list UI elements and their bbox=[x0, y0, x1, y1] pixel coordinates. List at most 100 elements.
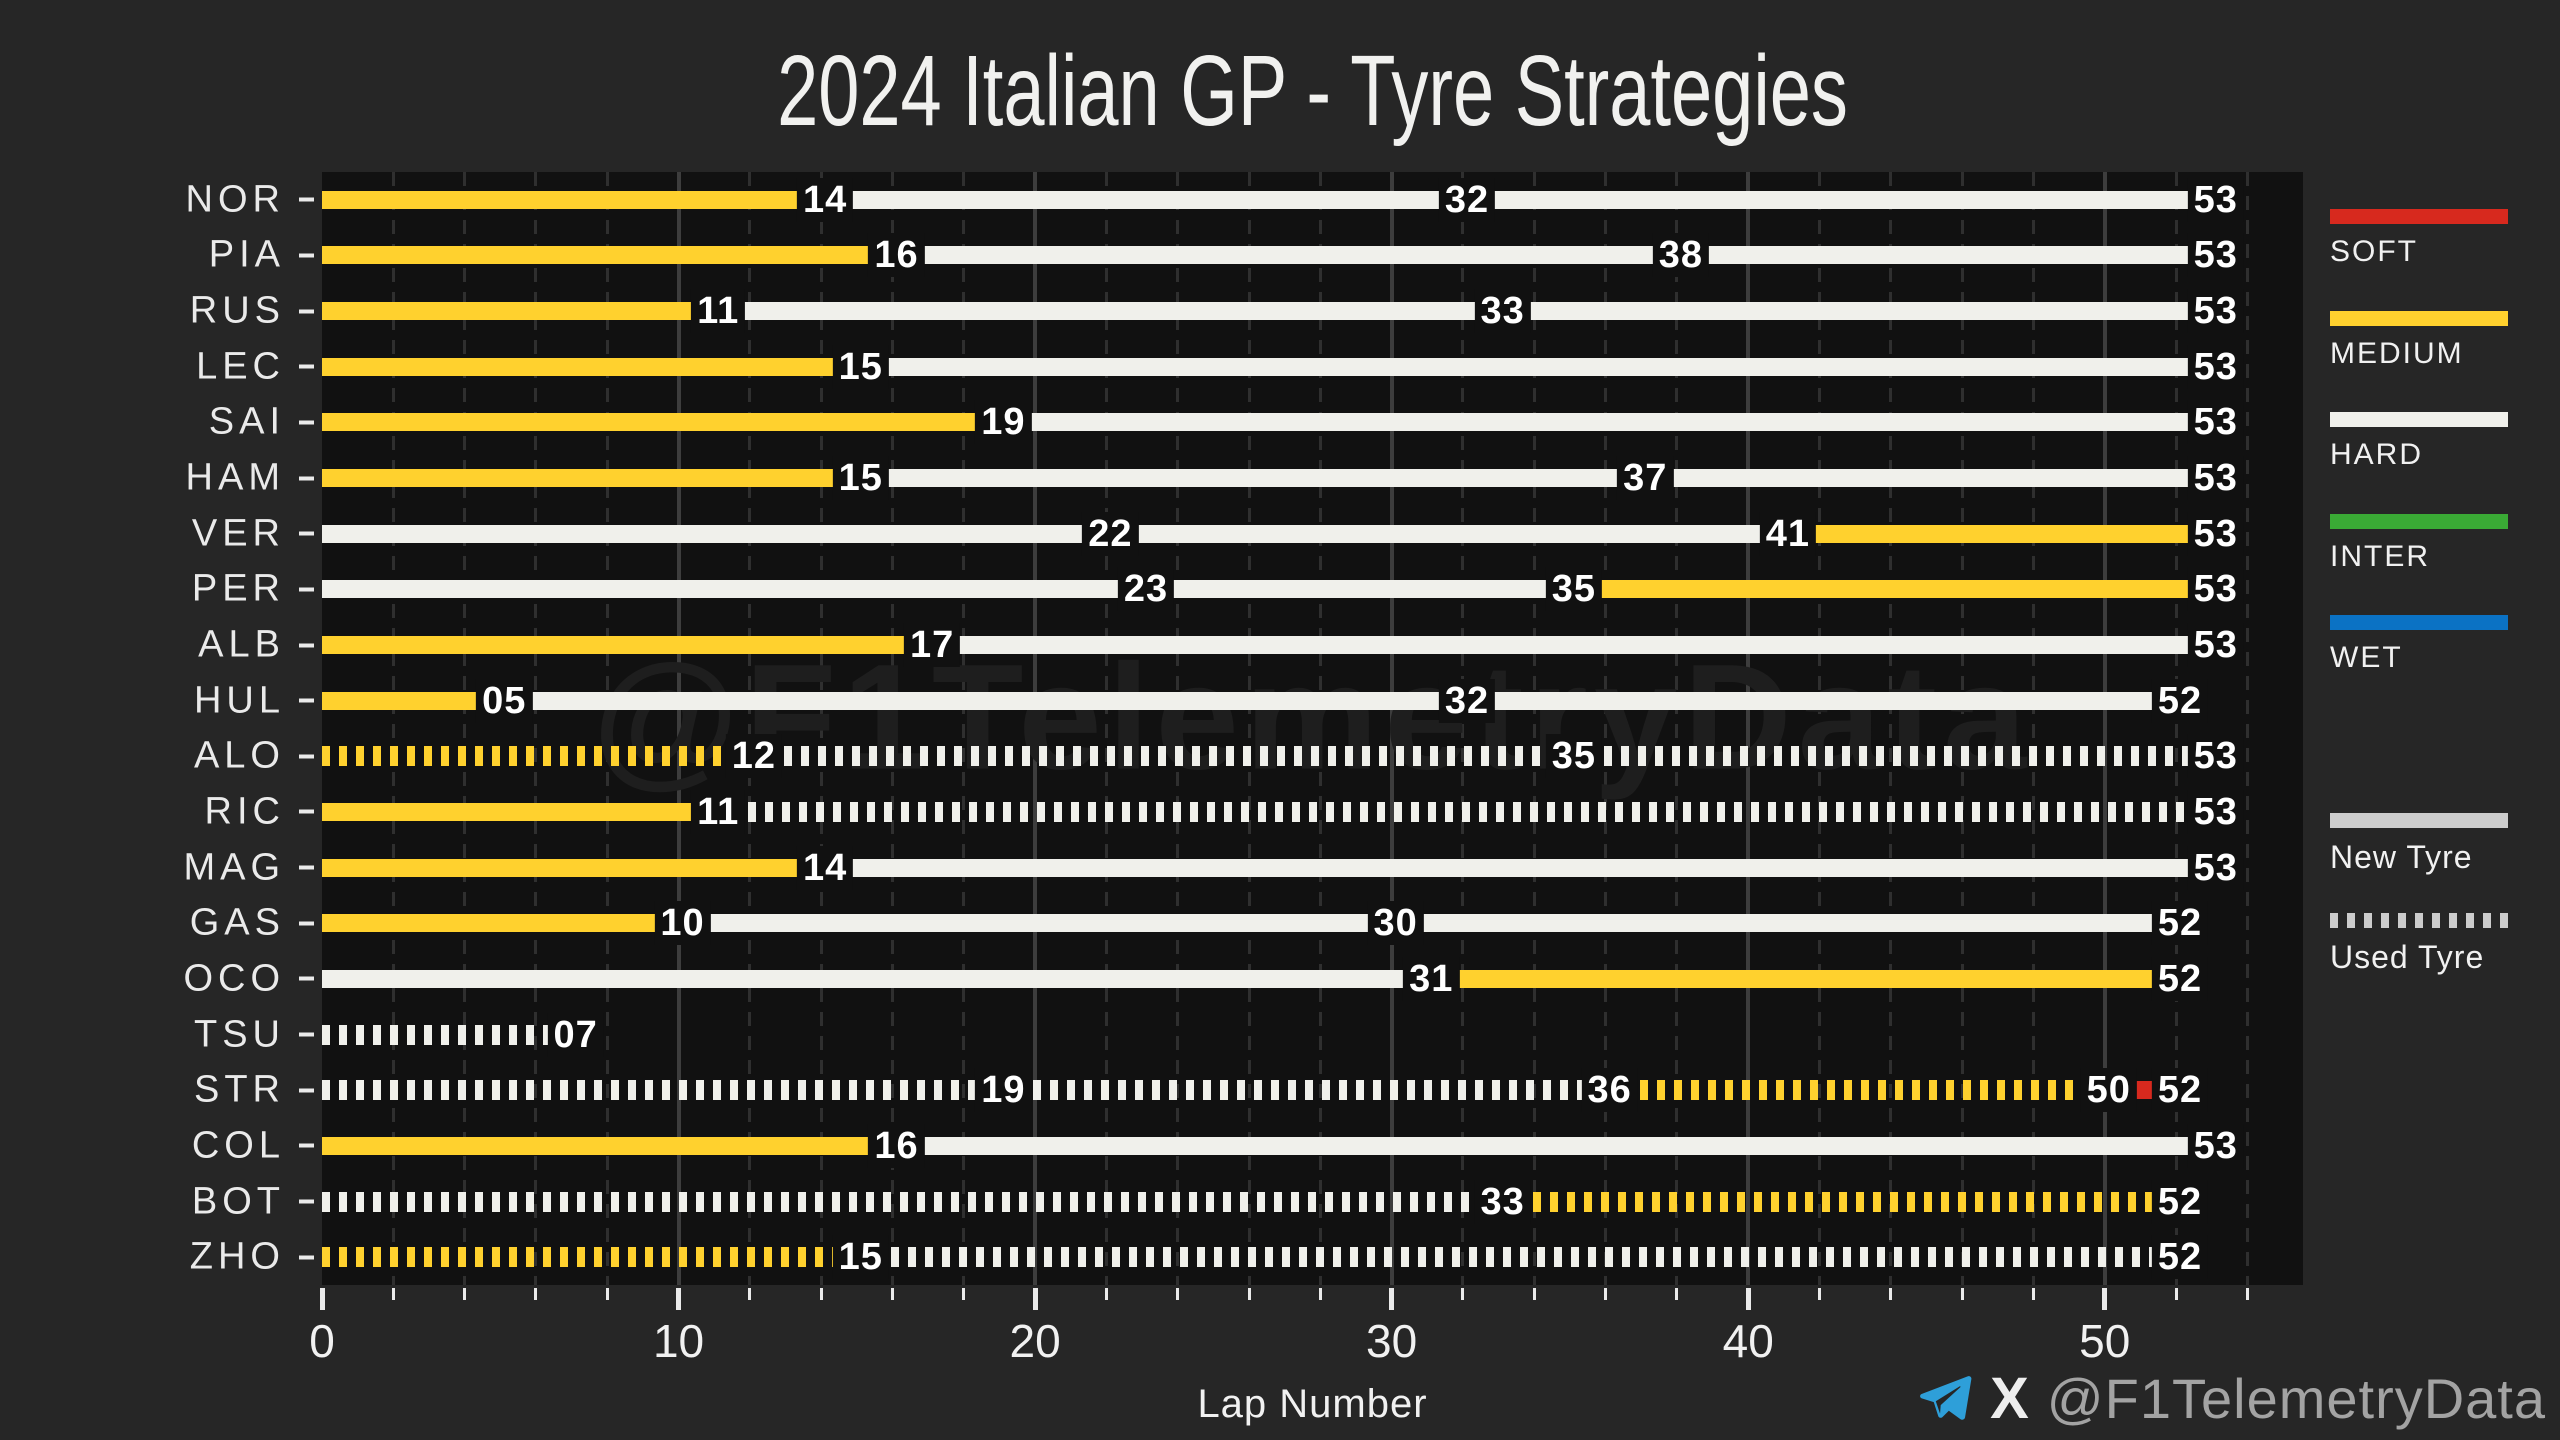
stint-bar-rus bbox=[714, 302, 1499, 321]
legend-label-soft: SOFT bbox=[2330, 235, 2418, 268]
gridline-minor bbox=[2245, 172, 2249, 1285]
stint-bar-per bbox=[1569, 580, 2212, 599]
plot-area: @F1TelemetryData 14 32 53 16 38 53 11 33 53 15 53 1… bbox=[322, 172, 2303, 1285]
x-tick-label: 50 bbox=[2079, 1315, 2131, 1367]
gridline-minor bbox=[748, 172, 752, 1285]
driver-code: ALB bbox=[198, 623, 285, 666]
stint-bar-nor bbox=[322, 190, 822, 209]
stint-end-lap-label: 16 bbox=[868, 1123, 925, 1168]
stint-bar-mag bbox=[322, 858, 822, 877]
stint-end-lap-label: 35 bbox=[1545, 734, 1603, 779]
driver-code: TSU bbox=[194, 1013, 285, 1056]
stint-end-lap-label: 15 bbox=[832, 344, 889, 389]
stint-end-lap-label: 52 bbox=[2151, 901, 2209, 946]
stint-bar-pia bbox=[322, 246, 893, 265]
x-axis-tick bbox=[391, 1288, 395, 1300]
y-axis-tick bbox=[299, 754, 314, 759]
legend-swatch-used-tyre bbox=[2330, 913, 2508, 928]
x-axis-tick bbox=[819, 1288, 823, 1300]
legend: SOFT MEDIUM HARD INTER WET New Tyre Used Tyre bbox=[2330, 0, 2555, 1440]
stint-end-lap-label: 31 bbox=[1403, 956, 1460, 1001]
stint-end-lap-label: 53 bbox=[2187, 734, 2244, 779]
y-axis-tick bbox=[299, 809, 314, 814]
driver-label-gas: GAS bbox=[190, 902, 314, 945]
stint-bar-nor bbox=[821, 190, 1463, 209]
stint-end-lap-label: 14 bbox=[797, 845, 854, 890]
stint-end-lap-label: 53 bbox=[2187, 623, 2244, 668]
stint-bar-oco bbox=[322, 969, 1428, 988]
gridline-minor bbox=[1461, 172, 1465, 1285]
driver-label-ric: RIC bbox=[205, 790, 314, 833]
stint-end-lap-label: 33 bbox=[1474, 1179, 1531, 1224]
gridline-minor bbox=[1818, 172, 1822, 1285]
driver-label-lec: LEC bbox=[196, 345, 314, 388]
driver-label-oco: OCO bbox=[183, 957, 314, 1000]
stint-end-lap-label: 53 bbox=[2187, 845, 2244, 890]
x-tick-label: 0 bbox=[309, 1315, 335, 1367]
x-axis-tick bbox=[534, 1288, 538, 1300]
driver-label-str: STR bbox=[194, 1069, 314, 1112]
stint-bar-mag bbox=[821, 858, 2212, 877]
stint-end-lap-label: 32 bbox=[1438, 177, 1496, 222]
stint-bar-per bbox=[1142, 580, 1570, 599]
x-axis-tick bbox=[1960, 1288, 1964, 1300]
stint-end-lap-label: 53 bbox=[2187, 289, 2244, 334]
stint-end-lap-label: 07 bbox=[547, 1012, 604, 1057]
x-axis-tick bbox=[1032, 1288, 1038, 1310]
x-axis-tick bbox=[1318, 1288, 1322, 1300]
gridline-minor bbox=[1604, 172, 1608, 1285]
y-axis-tick bbox=[299, 921, 314, 926]
x-axis-tick bbox=[1461, 1288, 1465, 1300]
y-axis-tick bbox=[299, 531, 314, 536]
stint-bar-ver bbox=[1106, 524, 1784, 543]
y-axis-tick bbox=[299, 643, 314, 648]
gridline-minor bbox=[463, 172, 467, 1285]
y-axis-tick bbox=[299, 420, 314, 425]
gridline-minor bbox=[605, 172, 609, 1285]
stint-bar-bot bbox=[322, 1191, 1499, 1212]
stint-bar-tsu bbox=[322, 1024, 572, 1045]
x-axis-tick bbox=[676, 1288, 682, 1310]
x-axis-tick bbox=[1532, 1288, 1536, 1300]
stint-end-lap-label: 14 bbox=[797, 177, 854, 222]
gridline-minor bbox=[819, 172, 823, 1285]
legend-label-medium: MEDIUM bbox=[2330, 336, 2464, 370]
stint-end-lap-label: 10 bbox=[654, 901, 711, 946]
stint-end-lap-label: 52 bbox=[2151, 1068, 2209, 1113]
gridline-major bbox=[676, 172, 681, 1285]
driver-label-alo: ALO bbox=[194, 735, 314, 778]
stint-bar-hul bbox=[1462, 691, 2177, 710]
stint-bar-ric bbox=[714, 801, 2212, 822]
stint-end-lap-label: 53 bbox=[2187, 233, 2244, 278]
stint-end-lap-label: 05 bbox=[476, 678, 533, 723]
legend-label-inter: INTER bbox=[2330, 539, 2430, 573]
x-axis-tick bbox=[962, 1288, 966, 1300]
stint-bar-alo bbox=[322, 746, 750, 767]
y-axis-tick bbox=[299, 1255, 314, 1260]
driver-label-pia: PIA bbox=[209, 234, 314, 277]
gridline-minor bbox=[1318, 172, 1322, 1285]
stint-bar-col bbox=[322, 1136, 893, 1155]
legend-label-new-tyre: New Tyre bbox=[2330, 839, 2473, 875]
stint-end-lap-label: 41 bbox=[1759, 511, 1816, 556]
driver-code: NOR bbox=[185, 178, 285, 221]
gridline-minor bbox=[1247, 172, 1251, 1285]
driver-label-mag: MAG bbox=[183, 846, 314, 889]
driver-label-rus: RUS bbox=[190, 290, 314, 333]
stint-bar-alb bbox=[322, 636, 929, 655]
stint-bar-alo bbox=[1569, 746, 2212, 767]
stint-bar-str bbox=[1605, 1080, 2105, 1101]
stint-bar-hul bbox=[322, 691, 501, 710]
stint-end-lap-label: 35 bbox=[1545, 567, 1603, 612]
stint-bar-sai bbox=[999, 413, 2212, 432]
social-handle: @F1TelemetryData bbox=[2046, 1367, 2546, 1430]
driver-label-ham: HAM bbox=[186, 457, 314, 500]
stint-bar-ric bbox=[322, 802, 715, 821]
legend-label-wet: WET bbox=[2330, 641, 2403, 674]
x-axis-tick bbox=[890, 1288, 894, 1300]
stint-bar-rus bbox=[322, 302, 715, 321]
x-axis-tick bbox=[748, 1288, 752, 1300]
stint-end-lap-label: 52 bbox=[2151, 956, 2209, 1001]
x-axis-tick bbox=[2031, 1288, 2035, 1300]
gridline-major bbox=[1746, 172, 1751, 1285]
